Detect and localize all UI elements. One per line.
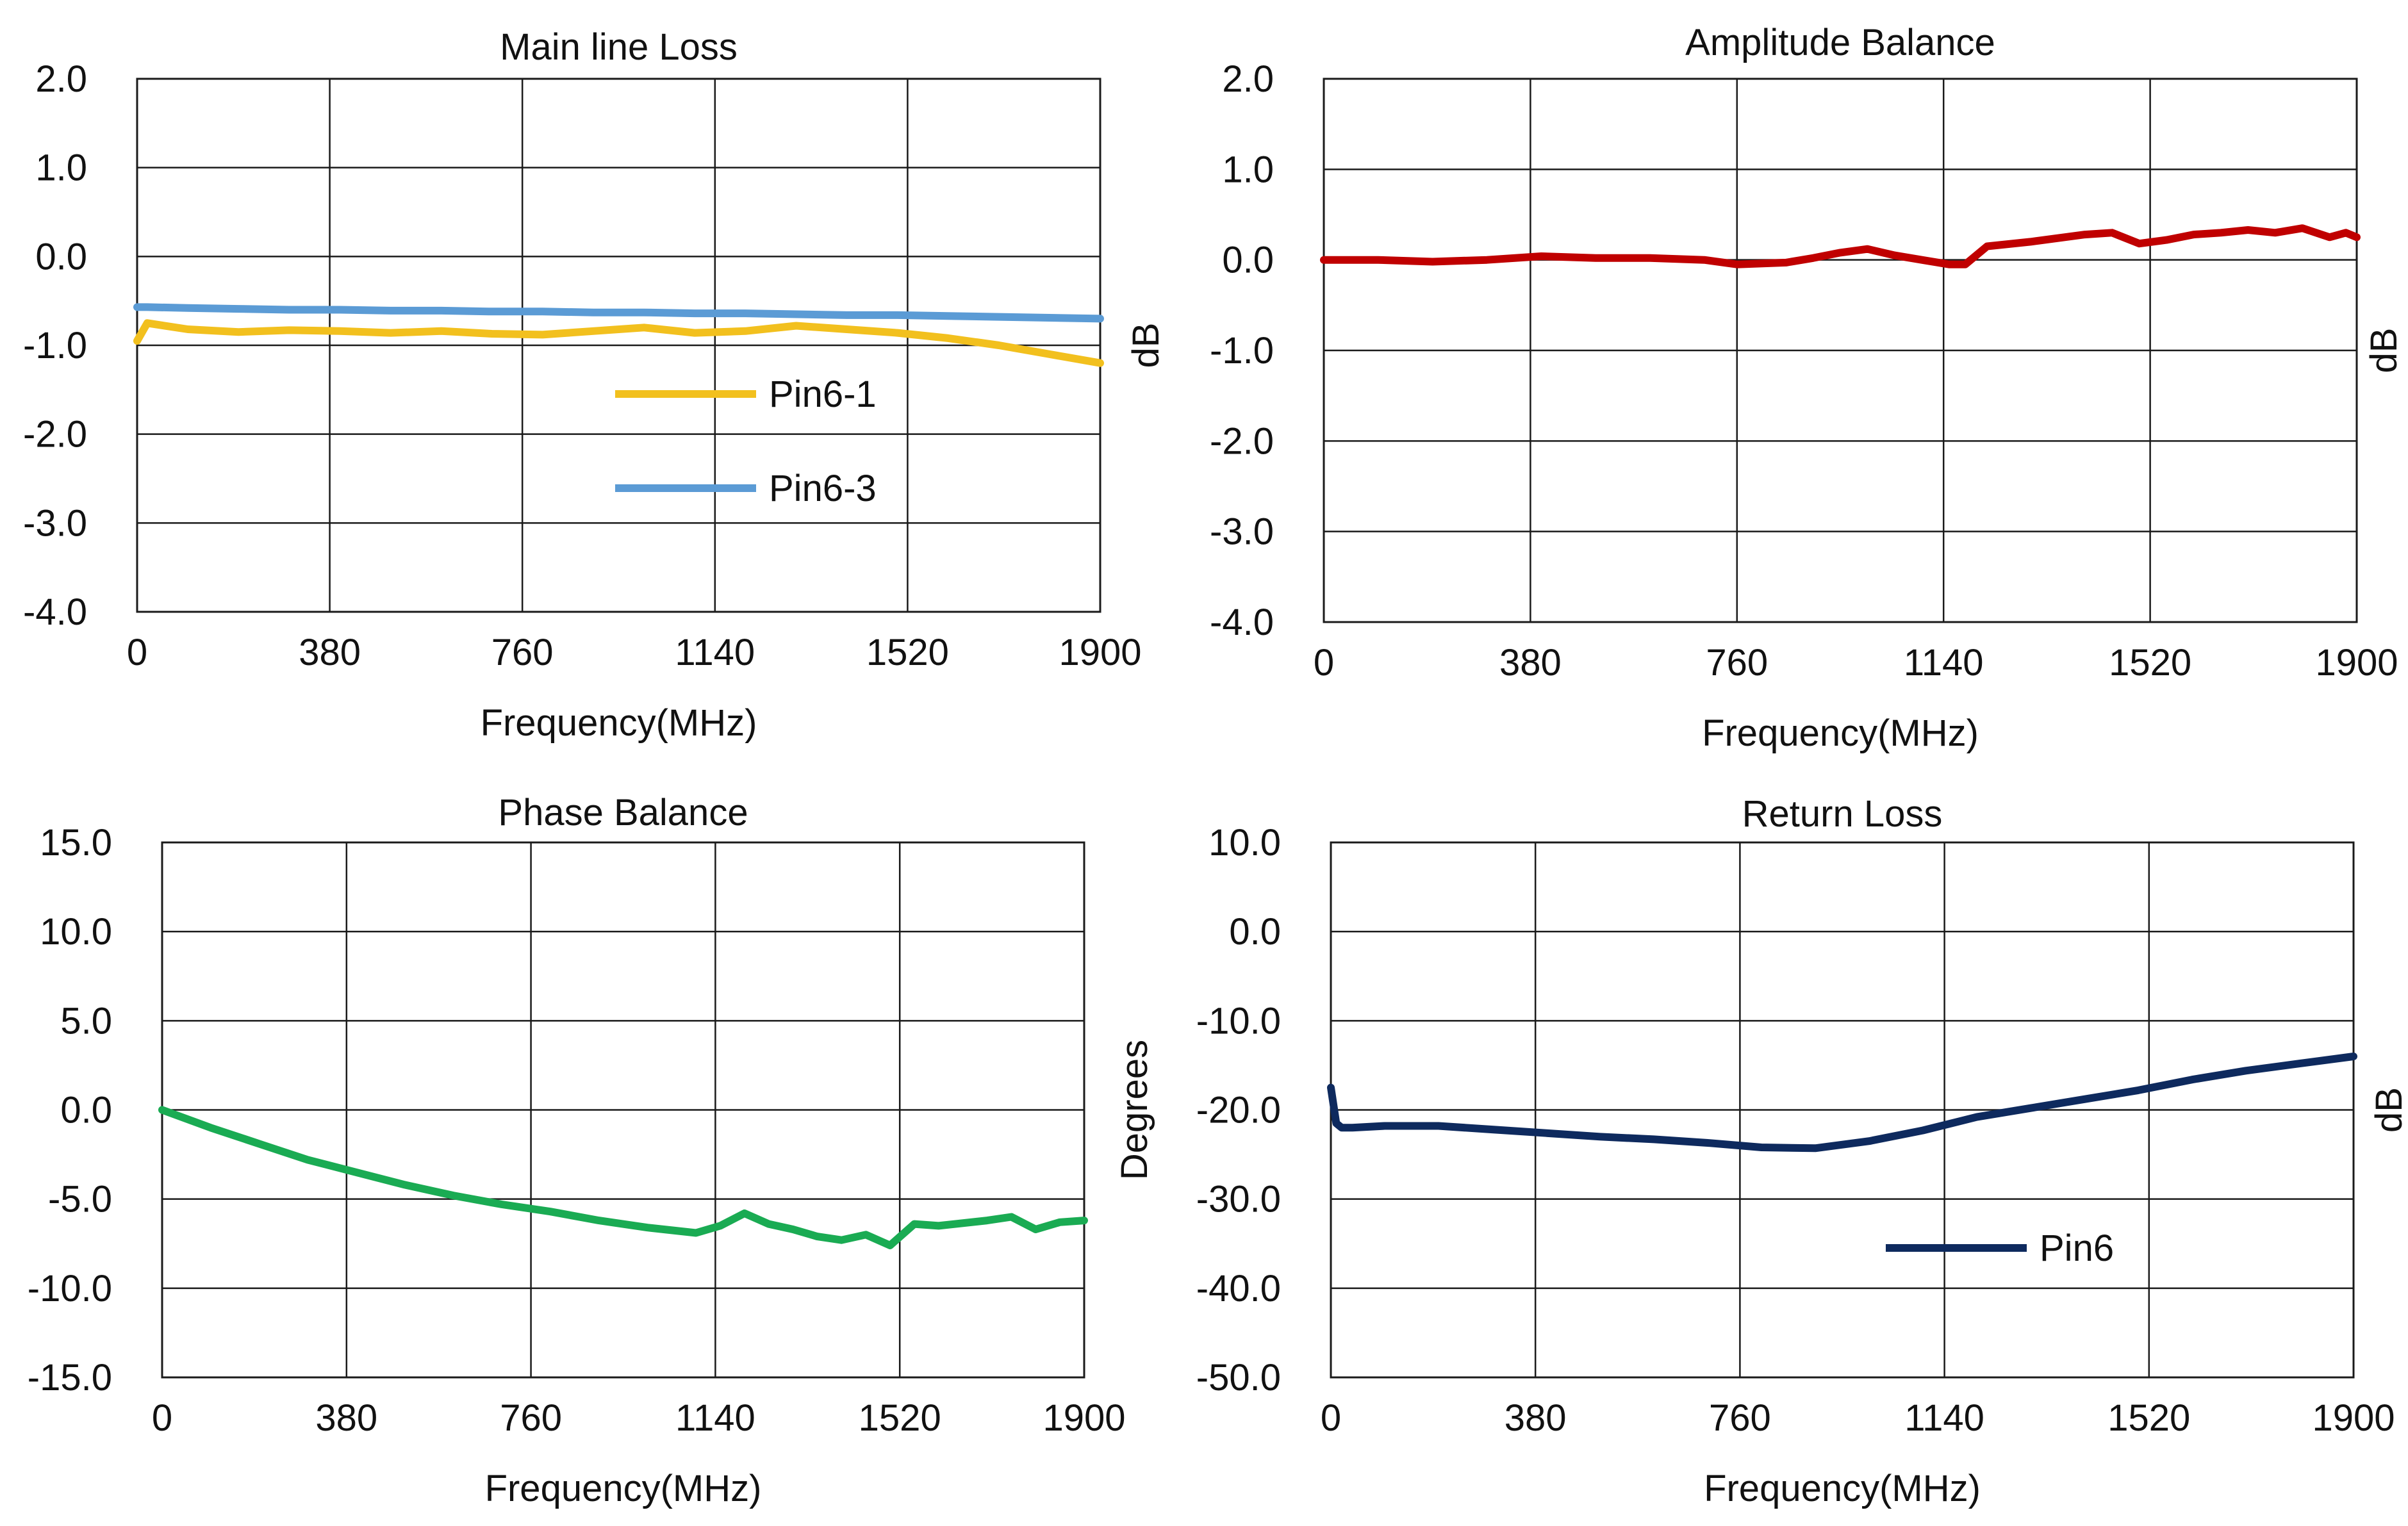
- chart-title: Main line Loss: [500, 26, 738, 68]
- x-axis-label: Frequency(MHz): [1702, 712, 1979, 754]
- chart-title: Return Loss: [1742, 793, 1943, 835]
- x-tick-label: 760: [1709, 1397, 1771, 1439]
- x-tick-label: 1900: [1059, 632, 1141, 673]
- x-tick-label: 1140: [675, 1397, 755, 1439]
- x-tick-label: 760: [1706, 642, 1768, 684]
- x-tick-label: 1900: [2312, 1397, 2395, 1439]
- y-tick-label: 0.0: [1222, 240, 1274, 281]
- y-tick-label: -4.0: [1210, 602, 1274, 643]
- y-axis-label: dB: [1125, 323, 1167, 368]
- y-tick-label: -1.0: [1210, 330, 1274, 372]
- y-tick-label: 1.0: [35, 147, 87, 189]
- plot-frame: [1323, 78, 2358, 623]
- y-tick-label: 10.0: [40, 911, 112, 953]
- x-tick-label: 0: [1321, 1397, 1341, 1439]
- legend-entry: Pin6-3: [769, 468, 877, 509]
- y-axis-label: dB: [2363, 328, 2405, 373]
- y-tick-label: 0.0: [1229, 911, 1281, 953]
- y-tick-label: 2.0: [35, 58, 87, 100]
- x-tick-label: 760: [500, 1397, 562, 1439]
- y-tick-label: 5.0: [60, 1000, 112, 1042]
- series-line-1: [133, 319, 1104, 367]
- y-tick-label: 10.0: [1208, 822, 1281, 864]
- chart-panel-1: 2.0 1.0 0.0 -1.0 -2.0 -3.0 -4.0 0 380 760 1140 1520…: [23, 26, 1167, 744]
- plot-frame: [136, 78, 1101, 613]
- y-tick-label: -30.0: [1196, 1179, 1281, 1220]
- y-axis-label: dB: [2368, 1087, 2408, 1133]
- series-line-1: [1320, 224, 2361, 268]
- legend-entry: Pin6: [2040, 1227, 2114, 1269]
- x-tick-label: 1140: [1904, 1397, 1984, 1439]
- x-tick-label: 380: [1499, 642, 1562, 684]
- y-tick-label: -40.0: [1196, 1268, 1281, 1309]
- x-tick-label: 0: [127, 632, 147, 673]
- x-tick-label: 1520: [859, 1397, 941, 1439]
- x-tick-label: 1900: [2315, 642, 2398, 684]
- chart-panel-4: 10.0 0.0 -10.0 -20.0 -30.0 -40.0 -50.0 0 380 760 1…: [1196, 793, 2408, 1509]
- y-tick-label: -10.0: [28, 1268, 112, 1309]
- y-tick-label: -20.0: [1196, 1090, 1281, 1131]
- x-tick-label: 1520: [866, 632, 949, 673]
- y-tick-label: -2.0: [23, 414, 87, 455]
- x-tick-label: 380: [315, 1397, 377, 1439]
- y-tick-label: -50.0: [1196, 1357, 1281, 1399]
- chart-title: Phase Balance: [498, 792, 748, 833]
- y-tick-label: -1.0: [23, 325, 87, 366]
- y-tick-label: 1.0: [1222, 149, 1274, 190]
- x-tick-label: 380: [299, 632, 361, 673]
- chart-panel-3: 15.0 10.0 5.0 0.0 -5.0 -10.0 -15.0 0 380 760 1140 1…: [28, 792, 1155, 1509]
- series-line-1: [1327, 1053, 2357, 1153]
- x-tick-label: 0: [1314, 642, 1334, 684]
- y-tick-label: -2.0: [1210, 420, 1274, 462]
- y-axis-label: Degrees: [1114, 1040, 1155, 1180]
- y-tick-label: -3.0: [23, 502, 87, 544]
- chart-panel-2: 2.0 1.0 0.0 -1.0 -2.0 -3.0 -4.0 0 380 760 1140 1520…: [1210, 22, 2405, 754]
- x-tick-label: 1900: [1043, 1397, 1125, 1439]
- legend-entry: Pin6-1: [769, 373, 877, 415]
- x-axis-label: Frequency(MHz): [485, 1468, 762, 1509]
- chart-title: Amplitude Balance: [1685, 22, 1995, 63]
- x-axis-label: Frequency(MHz): [481, 702, 757, 744]
- x-tick-label: 1140: [1904, 642, 1984, 684]
- y-tick-label: -15.0: [28, 1357, 112, 1399]
- y-tick-label: 15.0: [40, 822, 112, 864]
- x-tick-label: 1520: [2109, 642, 2191, 684]
- x-tick-label: 1520: [2107, 1397, 2190, 1439]
- y-tick-label: 0.0: [60, 1090, 112, 1131]
- series-line-2: [133, 303, 1104, 323]
- y-tick-label: -4.0: [23, 591, 87, 633]
- x-tick-label: 1140: [675, 632, 755, 673]
- y-tick-label: -10.0: [1196, 1000, 1281, 1042]
- y-tick-label: 0.0: [35, 236, 87, 277]
- y-tick-label: 2.0: [1222, 58, 1274, 100]
- x-tick-label: 380: [1505, 1397, 1567, 1439]
- x-axis-label: Frequency(MHz): [1704, 1468, 1981, 1509]
- series-line-1: [158, 1106, 1088, 1249]
- x-tick-label: 760: [491, 632, 554, 673]
- y-tick-label: -5.0: [48, 1179, 112, 1220]
- y-tick-label: -3.0: [1210, 511, 1274, 553]
- x-tick-label: 0: [152, 1397, 172, 1439]
